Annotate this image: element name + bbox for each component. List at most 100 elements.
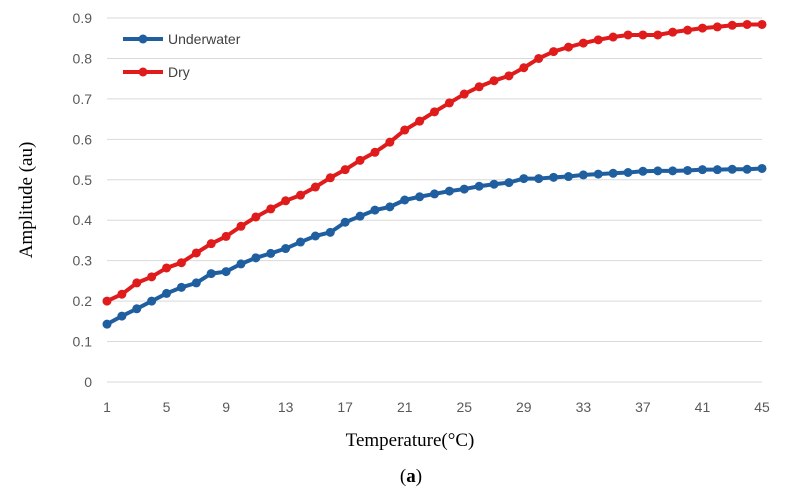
data-point-dry [147,272,157,282]
series-line-dry [105,22,764,304]
data-point-underwater [504,178,514,188]
x-tick-label: 41 [695,399,711,415]
data-point-dry [459,89,469,99]
data-point-underwater [653,166,663,176]
data-point-dry [281,196,291,206]
data-point-dry [534,53,544,63]
data-point-dry [578,38,588,48]
x-axis-title: Temperature(°C) [346,430,475,451]
data-point-underwater [608,168,618,178]
data-point-underwater [444,186,454,196]
x-tick-label: 33 [576,399,592,415]
data-point-underwater [519,174,529,184]
series-layer [102,19,767,329]
series-dry [102,19,767,306]
data-point-underwater [742,164,752,174]
x-tick-label: 5 [163,399,171,415]
y-tick-label: 0.2 [73,293,93,309]
data-point-underwater [310,231,320,241]
data-point-dry [563,42,573,52]
legend-item-underwater: Underwater [123,31,241,47]
data-point-dry [340,165,350,175]
data-point-dry [623,30,633,40]
data-point-underwater [727,164,737,174]
data-point-dry [727,20,737,30]
data-point-underwater [355,211,365,221]
data-point-dry [430,107,439,117]
data-point-underwater [712,165,722,175]
data-point-dry [310,182,320,192]
data-point-underwater [489,179,499,189]
data-point-dry [221,231,231,241]
x-tick-label: 29 [516,399,532,415]
data-point-underwater [400,195,410,205]
data-point-dry [251,212,261,222]
y-tick-label: 0.7 [73,91,93,107]
data-point-dry [191,248,201,258]
data-point-dry [697,23,707,33]
data-point-dry [370,147,380,157]
data-point-underwater [430,189,439,199]
data-point-underwater [697,165,707,175]
x-axis-ticks: 1 5 9 13 17 21 25 29 33 37 41 45 [103,399,770,415]
data-point-dry [593,35,603,45]
y-tick-label: 0.3 [73,253,93,269]
data-point-dry [176,258,186,268]
data-point-dry [653,30,663,40]
data-point-dry [162,263,172,273]
data-point-dry [668,27,678,37]
data-point-dry [608,32,618,42]
data-point-underwater [117,311,127,321]
series-underwater [102,163,767,329]
legend-label-dry: Dry [168,64,190,80]
y-tick-label: 0.9 [73,10,93,26]
y-axis-ticks: 0 0.1 0.2 0.3 0.4 0.5 0.6 0.7 0.8 0.9 [73,10,93,390]
legend-label-underwater: Underwater [168,31,241,47]
legend-marker-dry [138,67,148,77]
data-point-dry [712,22,722,32]
data-point-underwater [474,181,484,191]
data-point-dry [444,98,454,108]
x-tick-label: 21 [397,399,413,415]
gridlines [107,17,762,383]
data-point-dry [742,19,752,29]
data-point-underwater [251,253,261,263]
data-point-underwater [623,167,633,177]
legend-marker-underwater [138,34,148,44]
y-tick-label: 0.4 [73,212,93,228]
legend-item-dry: Dry [123,64,190,80]
data-point-underwater [370,205,380,215]
caption-close: ) [416,466,422,487]
data-point-dry [638,30,648,40]
data-point-underwater [236,259,246,269]
data-point-dry [489,76,499,86]
x-tick-label: 17 [337,399,353,415]
data-point-underwater [459,184,469,194]
x-tick-label: 45 [754,399,770,415]
data-point-underwater [281,244,291,254]
data-point-dry [355,155,365,165]
data-point-dry [415,116,425,126]
data-point-underwater [578,170,588,180]
data-point-underwater [162,288,172,298]
data-point-dry [400,125,410,135]
data-point-dry [385,137,395,147]
data-point-dry [519,63,529,73]
caption-open: ( [400,466,406,487]
y-tick-label: 0.6 [73,131,93,147]
data-point-underwater [221,267,231,277]
data-point-dry [325,173,335,183]
data-point-dry [102,296,112,306]
data-point-underwater [757,163,767,173]
caption-letter: a [406,466,416,487]
x-tick-label: 1 [103,399,111,415]
y-tick-label: 0.1 [73,334,93,350]
data-point-underwater [296,237,306,247]
x-tick-label: 37 [635,399,651,415]
data-point-underwater [176,282,186,292]
data-point-dry [266,204,276,214]
data-point-dry [206,239,216,249]
data-point-dry [474,82,484,92]
data-point-underwater [638,166,648,176]
